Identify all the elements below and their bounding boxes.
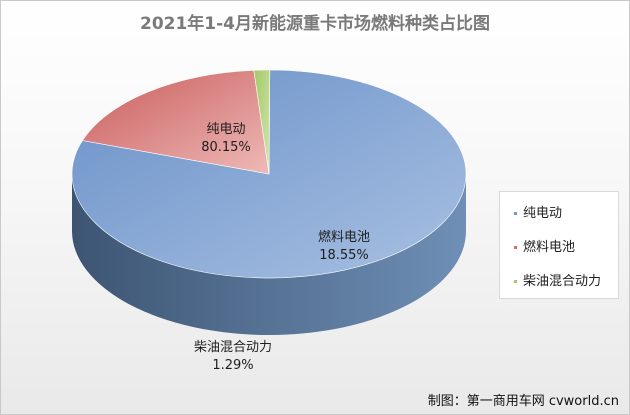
legend-item: 柴油混合动力	[514, 270, 601, 289]
legend-swatch	[514, 212, 517, 215]
legend-label: 柴油混合动力	[523, 274, 602, 289]
legend: 纯电动 燃料电池 柴油混合动力	[499, 191, 619, 299]
chart-title: 2021年1-4月新能源重卡市场燃料种类占比图	[139, 14, 491, 34]
slice-label-1: 燃料电池 18.55%	[318, 229, 370, 265]
slice-value-label: 1.29%	[212, 358, 254, 373]
slice-value-label: 80.15%	[201, 140, 251, 155]
slice-top-1	[82, 69, 270, 175]
slice-label-0: 纯电动 80.15%	[201, 121, 251, 157]
legend-label: 纯电动	[523, 206, 563, 221]
slice-name-label: 柴油混合动力	[193, 340, 273, 355]
legend-label: 燃料电池	[523, 240, 576, 255]
legend-item: 纯电动	[514, 202, 562, 221]
slice-side-0	[72, 174, 466, 335]
slice-label-2: 柴油混合动力 1.29%	[194, 339, 272, 375]
legend-item: 燃料电池	[514, 236, 575, 255]
slice-name-label: 燃料电池	[317, 230, 371, 245]
credit-text: 制图：第一商用车网 cvworld.cn	[427, 394, 619, 409]
slice-value-label: 18.55%	[319, 248, 369, 263]
legend-swatch	[514, 280, 517, 283]
slice-name-label: 纯电动	[206, 122, 246, 137]
legend-swatch	[514, 246, 517, 249]
slice-top-2	[253, 69, 271, 175]
